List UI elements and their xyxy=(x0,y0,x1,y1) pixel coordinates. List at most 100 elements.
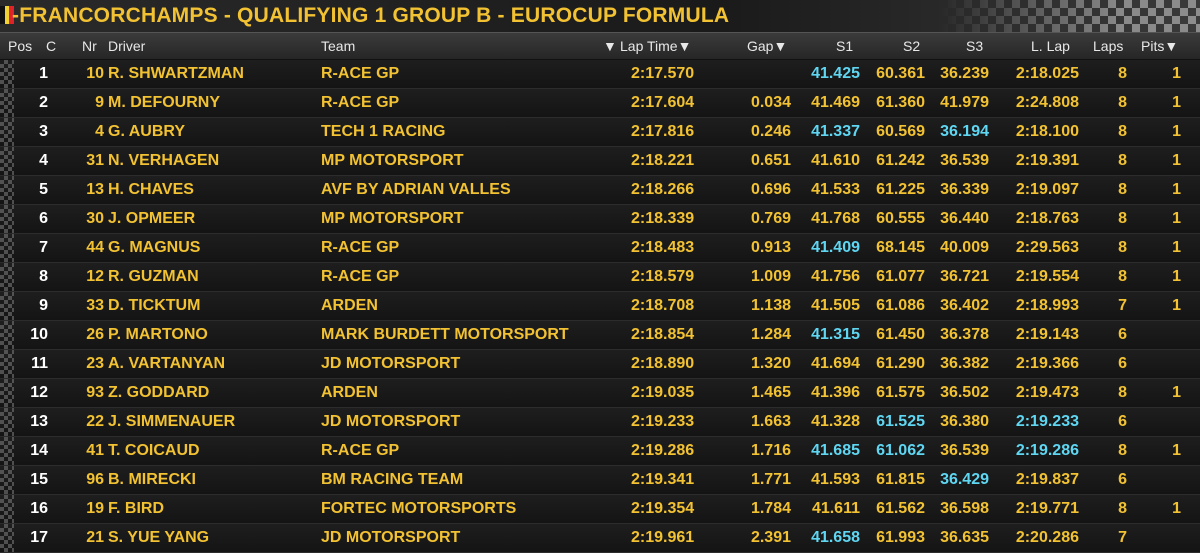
cell-nr: 26 xyxy=(86,326,104,343)
flag-stripe-black xyxy=(0,6,5,24)
cell-last-lap: 2:19.771 xyxy=(1015,500,1079,517)
sort-arrow-icon[interactable]: ▼ xyxy=(603,38,617,54)
cell-s3: 36.539 xyxy=(940,442,989,459)
cell-s1: 41.505 xyxy=(811,297,860,314)
cell-s1: 41.610 xyxy=(811,152,860,169)
table-row[interactable]: 10 26 P. MARTONO MARK BURDETT MOTORSPORT 2:1… xyxy=(0,321,1200,350)
cell-nr: 21 xyxy=(86,529,104,546)
cell-last-lap: 2:20.286 xyxy=(1015,529,1079,546)
cell-lap-time: 2:17.604 xyxy=(631,94,695,111)
cell-lap-time: 2:18.221 xyxy=(631,152,695,169)
cell-nr: 23 xyxy=(86,355,104,372)
table-row[interactable]: 4 31 N. VERHAGEN MP MOTORSPORT 2:18.221 0.651… xyxy=(0,147,1200,176)
flag-stripe-red xyxy=(9,6,15,24)
table-row[interactable]: 13 22 J. SIMMENAUER JD MOTORSPORT 2:19.233 1.… xyxy=(0,408,1200,437)
table-row[interactable]: 15 96 B. MIRECKI BM RACING TEAM 2:19.341 1.77… xyxy=(0,466,1200,495)
cell-s3: 36.539 xyxy=(940,152,989,169)
col-lap-time[interactable]: Lap Time▼ xyxy=(620,38,691,54)
cell-nr: 33 xyxy=(86,297,104,314)
cell-s3: 36.635 xyxy=(940,529,989,546)
cell-lap-time: 2:18.339 xyxy=(631,210,695,227)
cell-gap: 1.320 xyxy=(750,355,791,372)
cell-laps: 7 xyxy=(1118,297,1127,314)
cell-s3: 36.194 xyxy=(940,123,989,140)
col-pits[interactable]: Pits▼ xyxy=(1141,38,1178,54)
table-row[interactable]: 7 44 G. MAGNUS R-ACE GP 2:18.483 0.913 41.409 6… xyxy=(0,234,1200,263)
cell-gap: 1.771 xyxy=(750,471,791,488)
col-gap[interactable]: Gap▼ xyxy=(747,38,787,54)
cell-laps: 7 xyxy=(1118,529,1127,546)
cell-last-lap: 2:18.993 xyxy=(1015,297,1079,314)
cell-s2: 61.290 xyxy=(876,355,925,372)
col-s2[interactable]: S2 xyxy=(903,38,921,54)
cell-pits: 1 xyxy=(1172,442,1181,459)
cell-laps: 8 xyxy=(1118,268,1127,285)
cell-team: ARDEN xyxy=(321,297,378,314)
cell-gap: 0.913 xyxy=(750,239,791,256)
cell-last-lap: 2:19.143 xyxy=(1015,326,1079,343)
cell-driver: J. SIMMENAUER xyxy=(108,413,236,430)
cell-gap: 1.009 xyxy=(750,268,791,285)
sort-arrow-icon: ▼ xyxy=(773,38,788,54)
cell-pits: 1 xyxy=(1172,297,1181,314)
cell-gap: 1.138 xyxy=(750,297,791,314)
table-row[interactable]: 11 23 A. VARTANYAN JD MOTORSPORT 2:18.890 1.3… xyxy=(0,350,1200,379)
cell-pos: 12 xyxy=(30,384,48,401)
cell-s2: 60.555 xyxy=(876,210,925,227)
table-row[interactable]: 6 30 J. OPMEER MP MOTORSPORT 2:18.339 0.769 41… xyxy=(0,205,1200,234)
cell-pos: 14 xyxy=(30,442,48,459)
cell-laps: 8 xyxy=(1118,94,1127,111)
col-driver[interactable]: Driver xyxy=(108,38,146,54)
col-s3[interactable]: S3 xyxy=(966,38,984,54)
table-row[interactable]: 17 21 S. YUE YANG JD MOTORSPORT 2:19.961 2.39… xyxy=(0,524,1200,553)
col-s1[interactable]: S1 xyxy=(836,38,854,54)
cell-last-lap: 2:19.554 xyxy=(1015,268,1079,285)
cell-last-lap: 2:19.286 xyxy=(1015,442,1079,459)
table-row[interactable]: 12 93 Z. GODDARD ARDEN 2:19.035 1.465 41.396 61… xyxy=(0,379,1200,408)
cell-laps: 8 xyxy=(1118,123,1127,140)
cell-s3: 36.382 xyxy=(940,355,989,372)
table-row[interactable]: 2 9 M. DEFOURNY R-ACE GP 2:17.604 0.034 41.469… xyxy=(0,89,1200,118)
table-row[interactable]: 9 33 D. TICKTUM ARDEN 2:18.708 1.138 41.505 61.… xyxy=(0,292,1200,321)
cell-nr: 10 xyxy=(86,65,104,82)
timing-header: -FRANCORCHAMPS - QUALIFYING 1 GROUP B - … xyxy=(0,0,1200,32)
cell-pits: 1 xyxy=(1172,123,1181,140)
table-row[interactable]: 1 10 R. SHWARTZMAN R-ACE GP 2:17.570 41.425 60… xyxy=(0,60,1200,89)
cell-gap: 1.716 xyxy=(750,442,791,459)
cell-pits: 1 xyxy=(1172,239,1181,256)
cell-team: R-ACE GP xyxy=(321,268,400,285)
cell-pits: 1 xyxy=(1172,268,1181,285)
cell-pos: 17 xyxy=(30,529,48,546)
cell-lap-time: 2:18.708 xyxy=(631,297,695,314)
cell-laps: 8 xyxy=(1118,384,1127,401)
cell-laps: 8 xyxy=(1118,500,1127,517)
cell-driver: P. MARTONO xyxy=(108,326,208,343)
cell-s3: 36.721 xyxy=(940,268,989,285)
table-row[interactable]: 16 19 F. BIRD FORTEC MOTORSPORTS 2:19.354 1.7… xyxy=(0,495,1200,524)
col-c[interactable]: C xyxy=(46,38,57,54)
col-last-lap[interactable]: L. Lap xyxy=(1031,38,1070,54)
cell-driver: S. YUE YANG xyxy=(108,529,210,546)
col-lap-time-label: Lap Time xyxy=(620,38,678,54)
cell-last-lap: 2:19.473 xyxy=(1015,384,1079,401)
cell-team: MP MOTORSPORT xyxy=(321,210,464,227)
col-team[interactable]: Team xyxy=(321,38,356,54)
cell-pos: 2 xyxy=(39,94,48,111)
table-row[interactable]: 5 13 H. CHAVES AVF BY ADRIAN VALLES 2:18.266… xyxy=(0,176,1200,205)
cell-s3: 36.380 xyxy=(940,413,989,430)
cell-nr: 44 xyxy=(86,239,104,256)
cell-last-lap: 2:19.366 xyxy=(1015,355,1079,372)
cell-driver: G. MAGNUS xyxy=(108,239,201,256)
table-row[interactable]: 3 4 G. AUBRY TECH 1 RACING 2:17.816 0.246 41.3… xyxy=(0,118,1200,147)
col-laps[interactable]: Laps xyxy=(1093,38,1124,54)
cell-nr: 19 xyxy=(86,500,104,517)
col-pos[interactable]: Pos xyxy=(8,38,33,54)
cell-nr: 31 xyxy=(86,152,104,169)
table-row[interactable]: 14 41 T. COICAUD R-ACE GP 2:19.286 1.716 41.68… xyxy=(0,437,1200,466)
cell-s1: 41.396 xyxy=(811,384,860,401)
cell-driver: F. BIRD xyxy=(108,500,164,517)
table-row[interactable]: 8 12 R. GUZMAN R-ACE GP 2:18.579 1.009 41.756 6… xyxy=(0,263,1200,292)
cell-pos: 5 xyxy=(39,181,48,198)
cell-lap-time: 2:17.570 xyxy=(631,65,695,82)
col-nr[interactable]: Nr xyxy=(82,38,97,54)
